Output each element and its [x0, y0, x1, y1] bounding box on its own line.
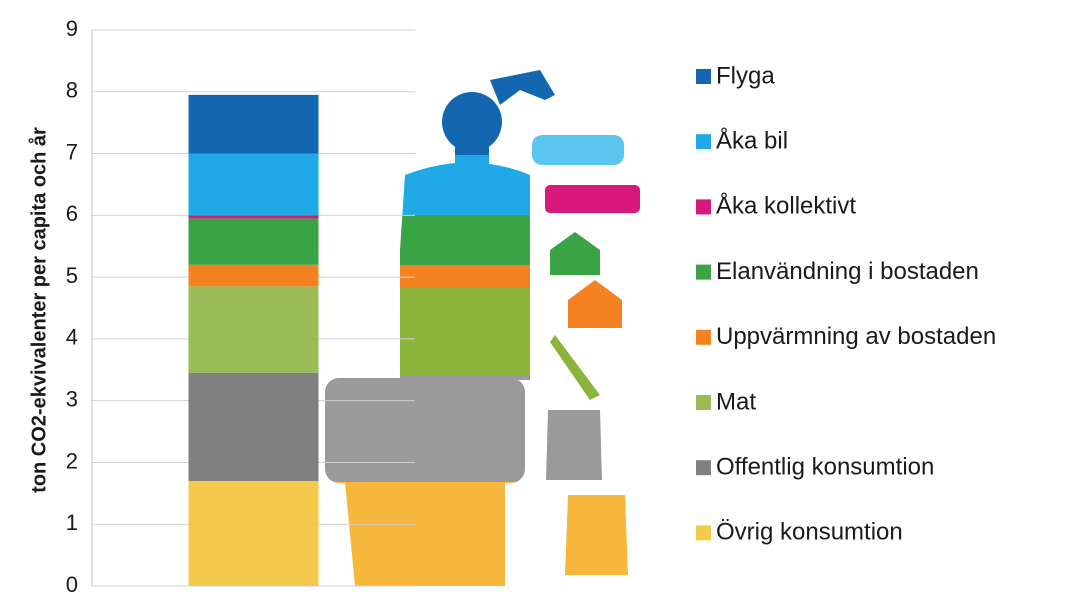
legend-label: Elanvändning i bostaden [716, 258, 979, 285]
bar-segment [188, 218, 319, 265]
legend-swatch [696, 199, 711, 215]
legend-swatch [696, 395, 711, 410]
legend-label: Offentlig konsumtion [716, 454, 934, 481]
bar-segment [188, 286, 319, 373]
y-tick-label: 2 [66, 448, 78, 473]
bar-segment [188, 94, 319, 154]
legend-label: Uppvärmning av bostaden [716, 323, 996, 350]
legend-label: Övrig konsumtion [716, 519, 903, 546]
bar-segment [188, 215, 319, 219]
bar-segment [188, 372, 319, 481]
bar-segment [188, 264, 319, 287]
y-tick-label: 9 [66, 16, 78, 41]
y-tick-label: 6 [66, 201, 78, 226]
y-axis-label: ton CO2-ekvivalenter per capita och år [27, 127, 50, 493]
legend-label: Mat [716, 388, 756, 415]
legend-swatch [696, 329, 711, 345]
bar-segment [188, 153, 319, 216]
y-tick-label: 8 [66, 78, 78, 103]
y-tick-label: 7 [66, 139, 78, 164]
legend-swatch [696, 525, 711, 541]
y-tick-label: 5 [66, 263, 78, 288]
y-tick-label: 1 [66, 510, 78, 535]
legend-label: Flyga [716, 62, 775, 89]
bar-segment [188, 480, 319, 586]
legend-label: Åka bil [716, 127, 788, 155]
silhouette [325, 92, 530, 586]
legend-swatch [696, 69, 711, 84]
y-tick-label: 4 [66, 325, 78, 350]
y-tick-label: 0 [66, 572, 78, 592]
legend-swatch [696, 264, 711, 280]
y-tick-label: 3 [66, 386, 78, 411]
icons [490, 70, 640, 575]
legend-label: Åka kollektivt [716, 192, 856, 220]
legend-swatch [696, 460, 711, 476]
legend-swatch [696, 134, 711, 150]
